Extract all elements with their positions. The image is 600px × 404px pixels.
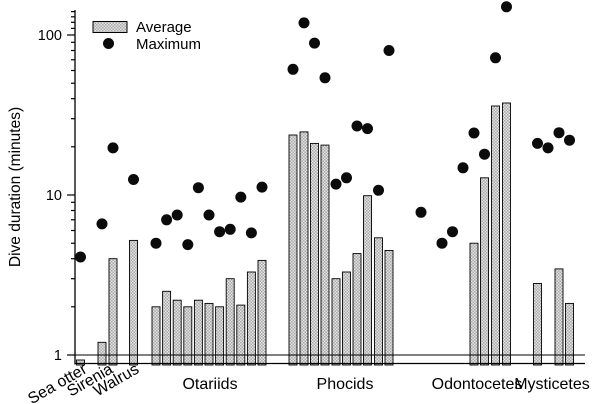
maximum-dot [309,37,320,49]
maximum-dot [245,227,257,239]
average-bar [331,278,341,366]
group-label: Phocids [317,376,374,393]
maximum-dot [373,184,384,196]
average-bar [533,283,542,366]
maximum-dot [75,251,86,263]
average-bar [384,250,394,366]
average-bar [162,290,172,366]
maximum-dot [287,63,299,75]
maximum-dot [150,237,162,249]
maximum-dot [161,214,173,226]
legend-maximum-marker [103,38,114,49]
maximum-dot [457,162,469,174]
maximum-dot [319,72,331,84]
maximum-dot [436,237,448,249]
average-bar [320,144,330,366]
maximum-dot [564,134,575,146]
maximum-dot [107,142,119,154]
maximum-dot [224,223,236,235]
maximum-dot [171,209,183,221]
average-bar [342,271,351,366]
average-bar [480,177,489,366]
average-bar [172,299,182,366]
y-axis-title: Dive duration (minutes) [7,107,24,267]
maximum-dot [182,239,194,251]
average-bar [236,304,246,366]
average-bar [129,239,138,366]
y-ticks: 1 10 100 [38,11,75,364]
axes [74,10,585,365]
maximum-dot [542,142,554,154]
maximum-dot [553,127,565,139]
average-bars [76,102,574,366]
maximum-dot [415,206,427,218]
y-tick-label: 10 [46,188,62,204]
average-bar [491,105,500,366]
average-bar [97,341,107,366]
y-tick-label: 100 [38,28,62,44]
average-bar [204,302,214,366]
maximum-dot [192,182,204,194]
average-bar [299,131,309,366]
maximum-dot [351,120,363,132]
maximum-dot [203,209,215,221]
legend-average-label: Average [136,19,192,36]
maximum-dot [330,178,342,190]
average-bar [288,134,298,366]
average-bar [374,237,383,366]
group-label: Odontocetes [432,376,523,393]
legend-maximum-label: Maximum [136,36,201,53]
average-bar [469,242,479,366]
average-bar [183,306,193,366]
average-bar [257,259,267,366]
average-bar [502,102,511,366]
y-tick-label: 1 [54,348,62,364]
maximum-dot [383,45,395,56]
maximum-dot [447,226,458,238]
maximum-dot [96,218,108,230]
maximum-dot [468,127,480,139]
average-bar [215,306,225,366]
maximum-dot [298,17,310,29]
average-bar [565,302,574,366]
maximum-dot [362,123,373,135]
average-bar [76,359,85,366]
maximum-dot [501,1,512,13]
maximum-dot [256,181,268,193]
average-bar [108,258,118,366]
legend-average-swatch [92,21,128,33]
maximum-dot [235,191,247,203]
average-bar [225,278,235,366]
average-bar [193,299,203,366]
maximum-dot [341,172,352,184]
maximum-dot [490,52,501,64]
maximum-dot [128,174,139,185]
average-bar [151,306,161,366]
maximum-dot [532,137,543,149]
group-label: Otariids [182,376,237,393]
average-bar [310,142,319,366]
maximum-dots [75,1,575,263]
maximum-dot [214,226,226,238]
maximum-dot [479,148,490,160]
average-bar [246,271,256,366]
average-bar [363,195,372,366]
average-bar [554,268,564,366]
average-bar [352,253,362,366]
group-label: Mysticetes [514,376,590,393]
